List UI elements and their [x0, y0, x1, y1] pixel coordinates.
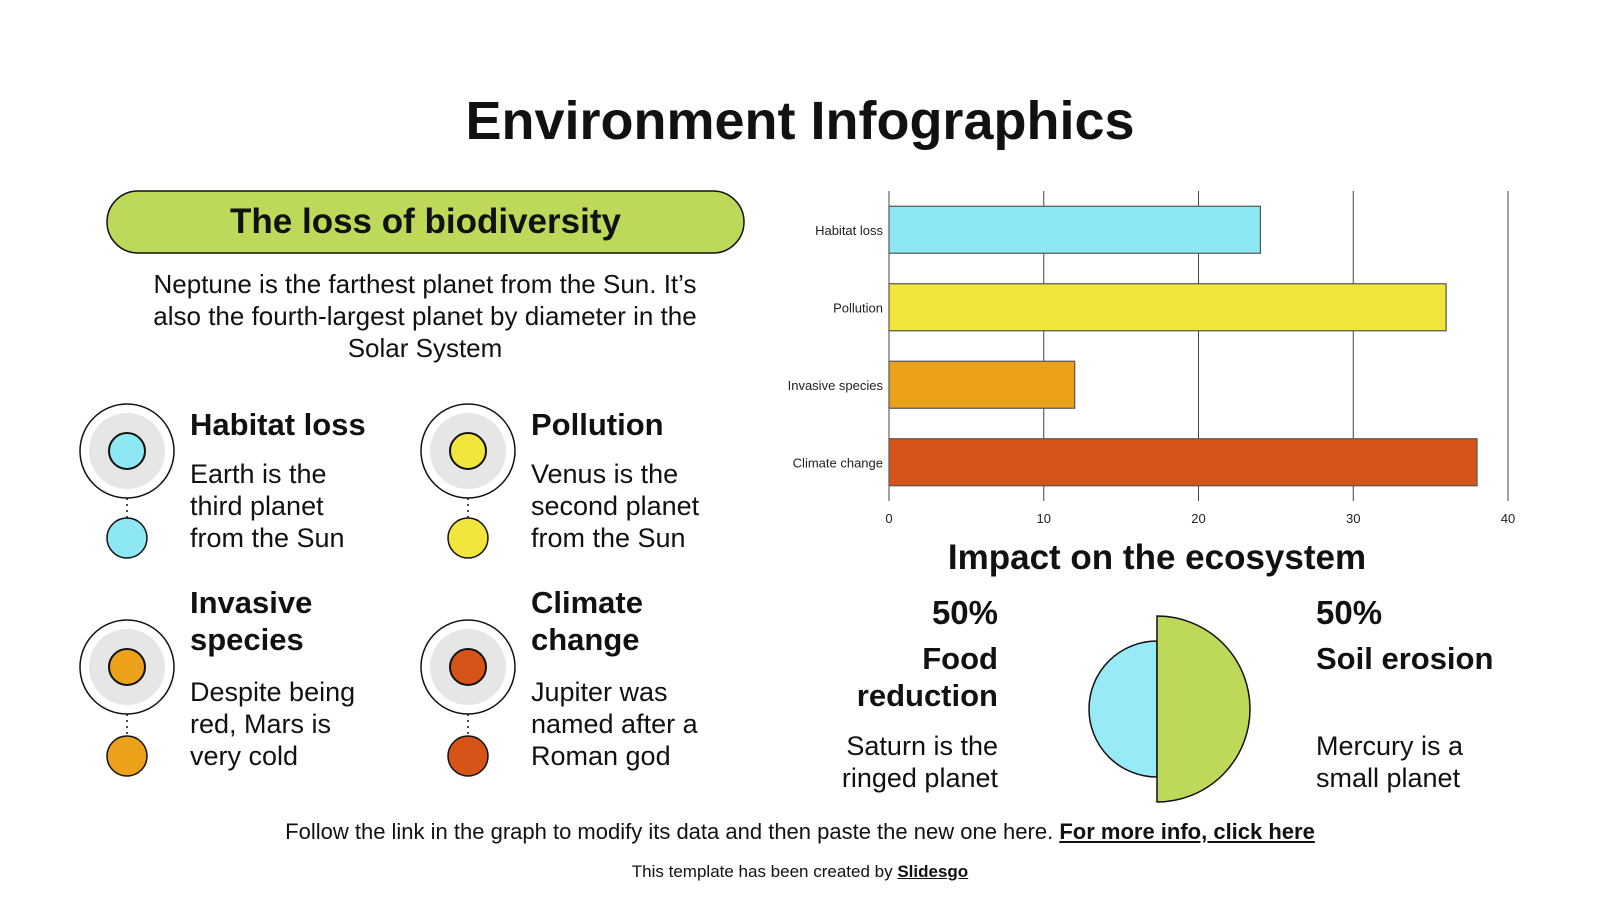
- pie-title: Impact on the ecosystem: [947, 538, 1367, 577]
- footer-text: Follow the link in the graph to modify i…: [285, 819, 1054, 844]
- color-dot: [106, 735, 148, 777]
- item-text: Earth is the third planet from the Sun: [190, 459, 345, 553]
- color-dot: [106, 517, 148, 559]
- y-tick-label: Pollution: [833, 300, 883, 315]
- bar: [888, 283, 1447, 332]
- footer-link[interactable]: For more info, click here: [1059, 819, 1315, 844]
- item-text: Despite being red, Mars is very cold: [190, 677, 356, 771]
- section-pill: [106, 190, 745, 254]
- y-tick-label: Invasive species: [788, 378, 884, 393]
- pie-description: Mercury is a small planet: [1316, 731, 1464, 793]
- icon: [449, 432, 487, 470]
- pie-slice: [1156, 615, 1251, 803]
- item-title: Climate change: [531, 585, 643, 657]
- color-dot: [447, 517, 489, 559]
- footer: Follow the link in the graph to modify i…: [0, 819, 1600, 845]
- x-tick-label: 20: [1191, 511, 1205, 526]
- pie-category: Soil erosion: [1316, 641, 1494, 676]
- icon: [108, 432, 146, 470]
- x-tick-label: 30: [1346, 511, 1360, 526]
- bar: [888, 438, 1478, 487]
- bar: [888, 360, 1076, 409]
- x-tick-label: 10: [1037, 511, 1051, 526]
- credit: This template has been created by Slides…: [0, 862, 1600, 882]
- pie-value-label: 50%: [931, 594, 998, 631]
- color-dot: [447, 735, 489, 777]
- page-title: Environment Infographics: [465, 91, 1135, 151]
- pie-slice: [1088, 640, 1158, 778]
- icon: [108, 648, 146, 686]
- section-text: Neptune is the farthest planet from the …: [153, 269, 697, 363]
- pie-description: Saturn is the ringed planet: [841, 731, 998, 793]
- item-text: Venus is the second planet from the Sun: [531, 459, 700, 553]
- icon: [449, 648, 487, 686]
- y-tick-label: Climate change: [793, 455, 883, 470]
- item-title: Habitat loss: [190, 407, 366, 442]
- item-title: Invasive species: [190, 585, 313, 657]
- item-title: Pollution: [531, 407, 664, 442]
- pie-category: Food reduction: [856, 641, 998, 713]
- x-tick-label: 0: [885, 511, 892, 526]
- credit-text: This template has been created by: [631, 862, 893, 881]
- section-title: The loss of biodiversity: [230, 202, 621, 241]
- pie-value-label: 50%: [1316, 594, 1383, 631]
- item-text: Jupiter was named after a Roman god: [531, 677, 698, 771]
- y-tick-label: Habitat loss: [815, 223, 883, 238]
- x-tick-label: 40: [1501, 511, 1515, 526]
- credit-link[interactable]: Slidesgo: [897, 862, 969, 881]
- bar: [888, 205, 1261, 254]
